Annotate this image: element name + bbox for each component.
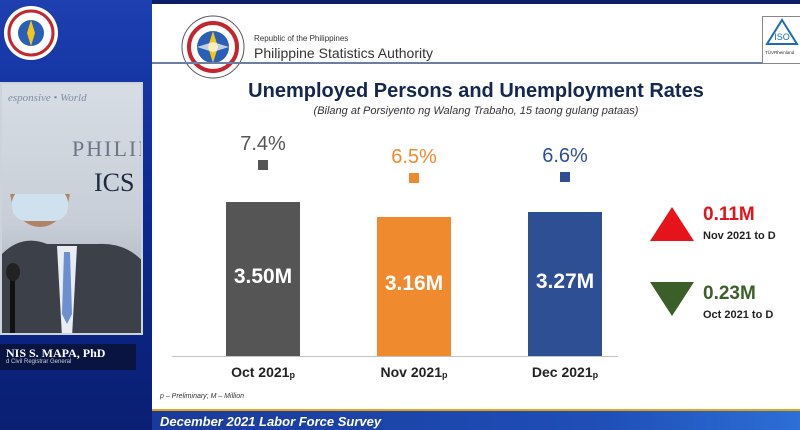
backdrop-text: PHILIP <box>72 136 141 161</box>
bar: 3.16M <box>377 216 451 356</box>
bar-value-label: 3.27M <box>535 270 595 294</box>
category-label: Dec 2021p <box>531 364 599 380</box>
certification-label: TÜVRheinland <box>765 50 795 55</box>
republic-label: Republic of the Philippines <box>254 34 349 43</box>
psa-seal-small-icon <box>4 6 58 60</box>
category-label: Oct 2021p <box>231 364 295 380</box>
speaker-name-plate: NIS S. MAPA, PhD d Civil Registrar Gener… <box>0 344 136 370</box>
rate-marker <box>409 173 419 183</box>
bar-value-label: 3.50M <box>233 265 293 288</box>
speaker-title: d Civil Registrar General <box>6 359 72 365</box>
svg-text:ISO: ISO <box>774 32 790 42</box>
footnote: p – Preliminary; M – Million <box>160 393 245 400</box>
speaker-figure <box>2 194 141 333</box>
preliminary-marker: p <box>289 370 295 380</box>
certification-icon: ISO <box>765 18 799 45</box>
speaker-video: esponsive • World PHILIP ICS <box>0 82 143 335</box>
preliminary-marker: p <box>592 370 599 380</box>
bar: 3.50M <box>226 202 300 356</box>
presentation-slide: Republic of the Philippines Philippine S… <box>152 4 800 430</box>
rate-marker <box>560 171 570 182</box>
change-value: 0.11M <box>703 204 755 225</box>
rate-label: 6.6% <box>542 144 588 167</box>
rate-marker <box>258 160 268 171</box>
category-label: Nov 2021p <box>380 364 448 380</box>
rate-label: 6.5% <box>391 146 437 168</box>
agency-name: Philippine Statistics Authority <box>254 45 433 61</box>
change-period: Oct 2021 to D <box>703 309 774 321</box>
bar: 3.27M <box>528 212 602 356</box>
x-axis-line <box>172 356 618 357</box>
backdrop-text: esponsive • World <box>8 92 87 104</box>
header-divider <box>152 62 800 64</box>
bar-value-label: 3.16M <box>384 272 444 296</box>
preliminary-marker: p <box>441 370 448 380</box>
footer-title: December 2021 Labor Force Survey <box>160 414 382 429</box>
video-panel: esponsive • World PHILIP ICS NIS S. MAPA… <box>0 0 152 430</box>
footer-bar: December 2021 Labor Force Survey <box>152 409 800 430</box>
speaker-name: NIS S. MAPA, PhD <box>6 346 106 360</box>
rate-label: 7.4% <box>240 133 286 156</box>
increase-arrow-icon <box>650 207 694 241</box>
slide-subtitle: (Bilang at Porsiyento ng Walang Trabaho,… <box>313 105 639 117</box>
slide-title: Unemployed Persons and Unemployment Rate… <box>248 80 704 102</box>
backdrop-text: ICS <box>94 168 135 197</box>
certification-badge: ISO TÜVRheinland <box>762 16 800 64</box>
decrease-arrow-icon <box>650 282 694 316</box>
psa-seal-icon <box>181 15 245 79</box>
change-period: Nov 2021 to D <box>703 230 776 242</box>
change-value: 0.23M <box>703 283 756 304</box>
